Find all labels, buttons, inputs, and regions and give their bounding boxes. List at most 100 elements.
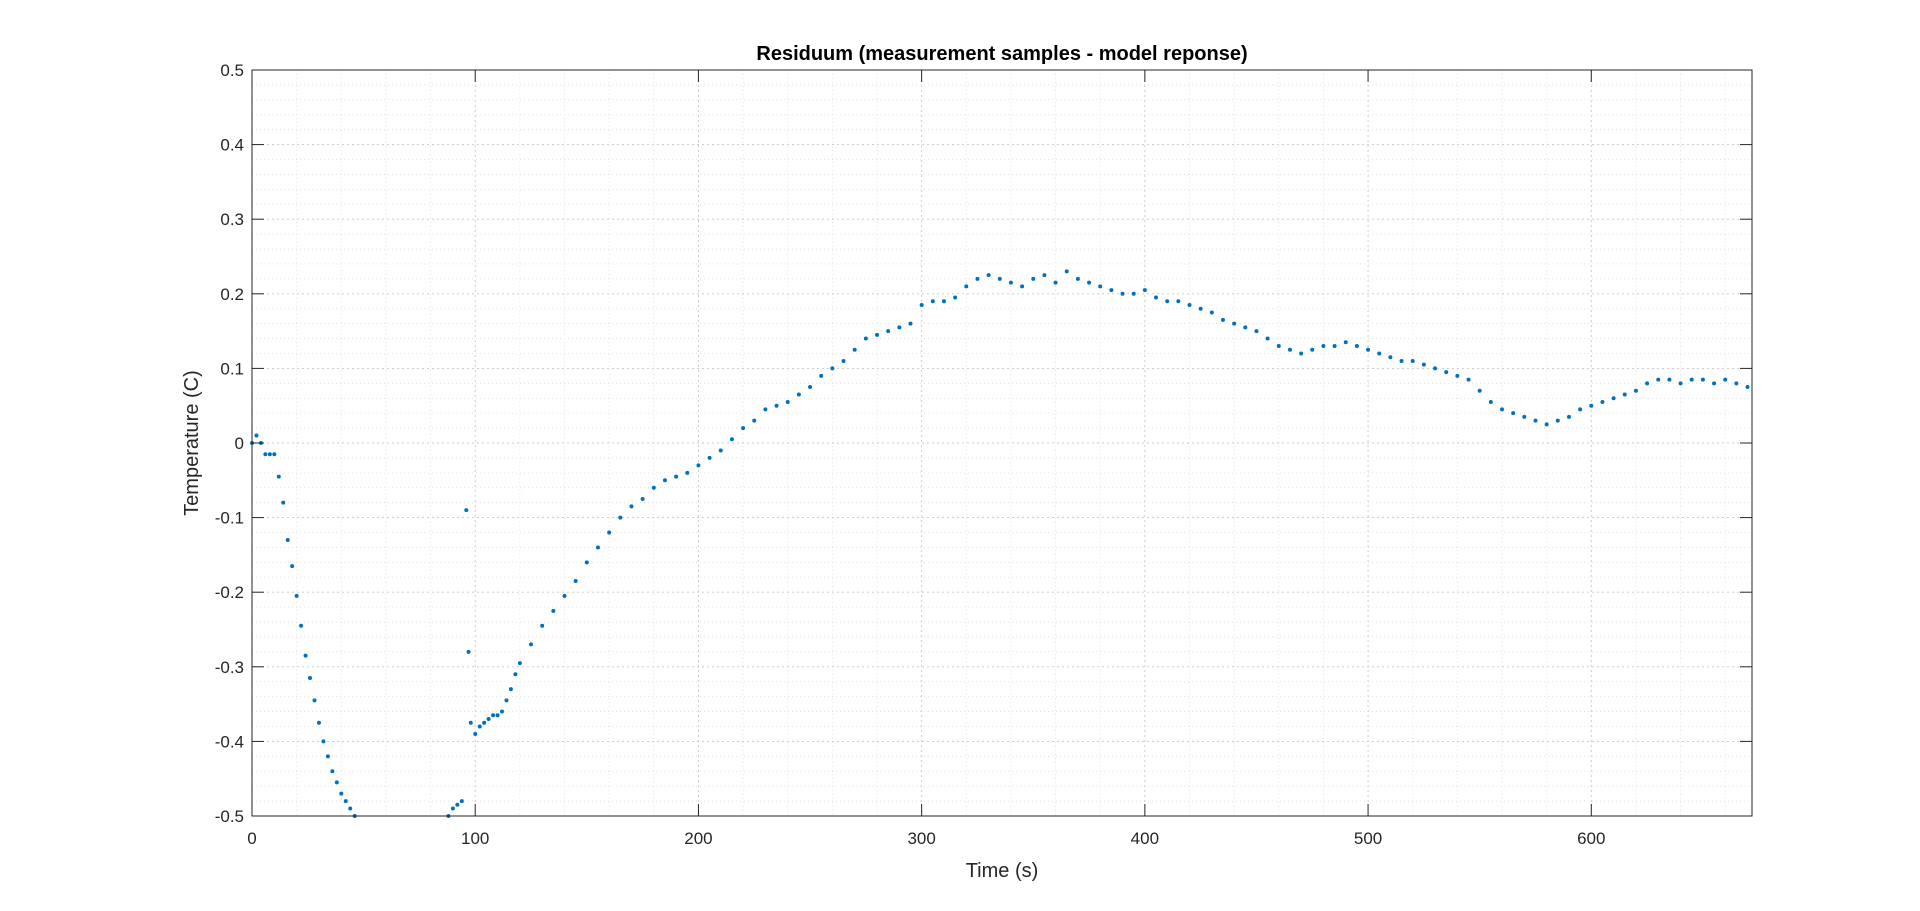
data-point <box>1187 302 1192 307</box>
data-point <box>1109 288 1114 293</box>
data-point <box>450 806 455 811</box>
data-point <box>975 276 980 281</box>
data-point <box>267 452 272 457</box>
data-point <box>1734 381 1739 386</box>
data-point <box>1366 347 1371 352</box>
data-point <box>486 717 491 722</box>
data-point <box>1488 399 1493 404</box>
data-point <box>863 336 868 341</box>
data-point <box>830 366 835 371</box>
data-point <box>1611 396 1616 401</box>
data-point <box>1008 280 1013 285</box>
data-point <box>718 448 723 453</box>
data-point <box>1477 388 1482 393</box>
data-point <box>997 276 1002 281</box>
data-point <box>1042 273 1047 278</box>
data-point <box>529 642 534 647</box>
data-point <box>941 299 946 304</box>
data-point <box>477 724 482 729</box>
data-point <box>573 579 578 584</box>
data-point <box>1087 280 1092 285</box>
y-tick-label: 0.1 <box>220 359 244 378</box>
data-point <box>908 321 913 326</box>
data-point <box>334 780 339 785</box>
data-point <box>1053 280 1058 285</box>
data-point <box>1310 347 1315 352</box>
x-tick-label: 500 <box>1354 829 1382 848</box>
data-point <box>343 799 348 804</box>
data-point <box>1700 377 1705 382</box>
chart-title: Residuum (measurement samples - model re… <box>756 43 1247 65</box>
data-point <box>281 500 286 505</box>
data-point <box>886 329 891 334</box>
data-point <box>1589 403 1594 408</box>
data-point <box>1075 276 1080 281</box>
data-point <box>1544 422 1549 427</box>
x-tick-label: 0 <box>247 829 256 848</box>
data-point <box>1354 344 1359 349</box>
data-point <box>919 302 924 307</box>
data-point <box>285 537 290 542</box>
data-point <box>459 799 464 804</box>
data-point <box>897 325 902 330</box>
x-axis-label: Time (s) <box>966 860 1039 882</box>
data-point <box>272 452 277 457</box>
data-point <box>852 347 857 352</box>
data-point <box>1533 418 1538 423</box>
data-point <box>1645 381 1650 386</box>
data-point <box>875 332 879 337</box>
y-tick-label: -0.3 <box>215 658 244 677</box>
data-point <box>1455 373 1460 378</box>
data-point <box>1243 325 1248 330</box>
data-point <box>1600 399 1605 404</box>
data-point <box>1522 414 1527 419</box>
data-point <box>473 731 478 736</box>
data-point <box>953 295 958 300</box>
x-tick-label: 200 <box>684 829 712 848</box>
data-point <box>964 284 969 289</box>
data-point <box>312 698 317 703</box>
data-point <box>464 508 469 513</box>
y-tick-label: 0 <box>235 434 244 453</box>
y-tick-label: 0.3 <box>220 210 244 229</box>
data-point <box>640 496 645 501</box>
y-tick-label: 0.5 <box>220 61 244 80</box>
data-point <box>482 720 487 725</box>
data-point <box>741 426 746 431</box>
data-point <box>339 791 344 796</box>
data-point <box>1321 344 1326 349</box>
data-point <box>254 433 259 438</box>
y-axis-label: Temperature (C) <box>181 370 203 516</box>
x-tick-label: 100 <box>461 829 489 848</box>
y-tick-label: -0.2 <box>215 583 244 602</box>
x-tick-labels: 0 100 200 300 400 500 600 <box>247 829 1605 848</box>
data-point <box>495 713 500 718</box>
data-point <box>930 299 935 304</box>
data-point <box>1176 299 1181 304</box>
data-point <box>651 485 656 490</box>
data-point <box>303 653 308 658</box>
data-point <box>1511 411 1516 416</box>
data-point <box>1656 377 1661 382</box>
data-point <box>316 720 321 725</box>
data-point <box>796 392 801 397</box>
data-point <box>1031 276 1036 281</box>
data-point <box>1287 347 1292 352</box>
data-point <box>551 608 556 613</box>
data-point <box>674 474 679 479</box>
data-point <box>662 478 667 483</box>
data-point <box>696 463 701 468</box>
data-point <box>1020 284 1025 289</box>
data-point <box>1220 317 1225 322</box>
y-tick-label: -0.1 <box>215 509 244 528</box>
data-point <box>763 407 768 412</box>
data-point <box>1265 336 1270 341</box>
x-tick-label: 400 <box>1131 829 1159 848</box>
data-point <box>1131 291 1136 296</box>
data-point <box>629 504 634 509</box>
data-point <box>263 452 268 457</box>
data-point <box>607 530 612 535</box>
data-point <box>491 713 496 718</box>
data-point <box>841 358 846 363</box>
